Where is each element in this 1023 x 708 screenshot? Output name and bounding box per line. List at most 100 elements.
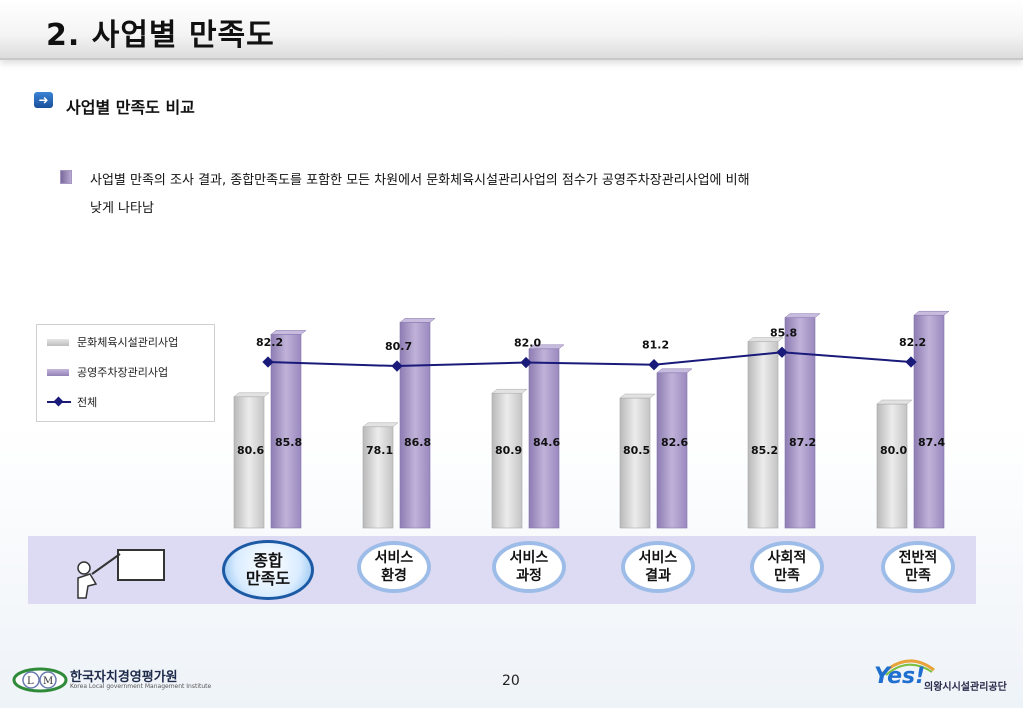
bar-parking — [913, 314, 945, 529]
category-label-line: 환경 — [381, 568, 407, 584]
bar-parking-top — [913, 310, 950, 316]
footer-org-right: 의왕시시설관리공단 — [924, 682, 1007, 693]
category-label-line: 만족 — [905, 568, 931, 584]
point-total — [905, 356, 917, 368]
legend-line-marker — [47, 401, 71, 403]
data-label-parking: 87.4 — [918, 436, 945, 449]
category-label-line: 만족 — [774, 568, 800, 584]
bar-parking — [784, 317, 816, 529]
category-label-line: 전반적 — [898, 550, 938, 566]
legend-swatch-parking — [47, 368, 69, 376]
data-label-parking: 82.6 — [661, 436, 688, 449]
data-label-total: 81.2 — [642, 339, 669, 352]
teacher-board-icon — [77, 549, 165, 599]
bullet-square-icon — [60, 170, 72, 184]
bar-parking-top — [528, 344, 565, 350]
data-label-total: 85.8 — [770, 326, 797, 339]
data-label-total: 82.0 — [514, 337, 541, 350]
bar-culture — [362, 426, 394, 529]
category-label-line: 과정 — [516, 568, 542, 584]
legend-label-culture: 문화체육시설관리사업 — [77, 336, 179, 349]
bar-culture-top — [233, 392, 270, 398]
data-label-total: 82.2 — [256, 336, 283, 349]
bar-culture-top — [876, 399, 913, 405]
point-total — [391, 360, 403, 372]
category-label-line: 결과 — [645, 568, 671, 584]
footer-org-left: 한국자치경영평가원 — [70, 670, 178, 685]
bar-culture-top — [491, 388, 528, 394]
bar-parking-top — [656, 368, 693, 374]
data-label-culture: 80.5 — [623, 444, 650, 457]
page-number: 20 — [502, 673, 520, 689]
data-label-culture: 80.6 — [237, 444, 264, 457]
bar-culture-top — [362, 422, 399, 428]
page-title: 2. 사업별 만족도 — [46, 18, 275, 53]
title-band: 2. 사업별 만족도 — [0, 0, 1023, 60]
bar-culture — [233, 396, 265, 529]
bar-parking — [656, 372, 688, 529]
bar-parking-top — [270, 330, 307, 335]
data-label-culture: 85.2 — [751, 444, 778, 457]
svg-text:L: L — [27, 676, 34, 687]
svg-text:M: M — [43, 676, 53, 687]
data-label-culture: 80.9 — [495, 444, 522, 457]
bar-culture — [491, 392, 523, 529]
legend-item-culture: 문화체육시설관리사업 — [47, 334, 178, 350]
point-total — [776, 346, 788, 358]
category-label-line: 종합 — [253, 551, 283, 570]
data-label-total: 80.7 — [385, 340, 412, 353]
category-badge: 종합 만족도 — [222, 540, 314, 600]
data-label-parking: 87.2 — [789, 436, 816, 449]
bar-culture-top — [747, 337, 784, 342]
line-total — [267, 351, 912, 368]
bar-parking-top — [399, 318, 436, 323]
summary-line-2: 낮게 나타남 — [90, 201, 154, 216]
category-label-line: 만족도 — [245, 569, 291, 588]
legend-label-total: 전체 — [77, 396, 98, 409]
category-label-line: 서비스 — [509, 550, 549, 566]
bar-parking — [528, 348, 560, 529]
bar-culture — [876, 403, 908, 529]
legend-label-parking: 공영주차장관리사업 — [77, 366, 169, 379]
point-total — [520, 356, 532, 369]
legend-item-total: 전체 — [47, 394, 97, 410]
summary-paragraph: 사업별 만족의 조사 결과, 종합만족도를 포함한 모든 차원에서 문화체육시설… — [90, 167, 910, 223]
bar-parking — [399, 322, 431, 529]
point-total — [262, 356, 274, 368]
legend-swatch-culture — [47, 338, 69, 346]
yes-logo-mark: Yes! — [874, 664, 926, 689]
bar-culture — [747, 341, 779, 529]
section-subtitle: 사업별 만족도 비교 — [66, 98, 195, 117]
data-label-culture: 80.0 — [880, 444, 907, 457]
bar-culture — [619, 397, 651, 529]
rainbow-arc-icon — [880, 659, 935, 676]
data-label-parking: 85.8 — [275, 436, 302, 449]
footer-org-left-en: Korea Local government Management Instit… — [70, 683, 212, 690]
arrow-right-icon: ➜ — [34, 92, 53, 108]
legend-item-parking: 공영주차장관리사업 — [47, 364, 168, 380]
point-total — [648, 359, 660, 371]
data-label-culture: 78.1 — [366, 444, 393, 457]
data-label-parking: 86.8 — [404, 436, 431, 449]
bar-culture-top — [619, 393, 656, 399]
lm-logo-icon: L M — [12, 667, 68, 693]
category-label-line: 사회적 — [767, 550, 807, 566]
chart-legend: 문화체육시설관리사업 공영주차장관리사업 전체 — [36, 324, 215, 422]
bar-parking — [270, 334, 302, 529]
bar-parking-top — [784, 313, 821, 318]
data-label-total: 82.2 — [899, 336, 926, 349]
data-label-parking: 84.6 — [533, 436, 560, 449]
category-label-line: 서비스 — [374, 550, 414, 566]
category-label: 종합 만족도 — [246, 552, 290, 588]
category-label-line: 서비스 — [638, 550, 678, 566]
